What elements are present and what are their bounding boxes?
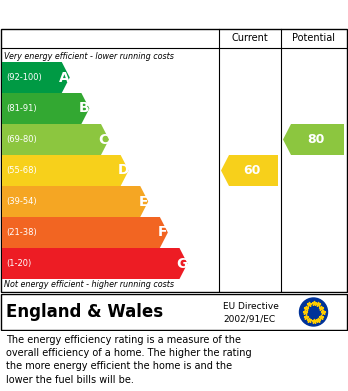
Polygon shape	[2, 124, 109, 155]
Text: Not energy efficient - higher running costs: Not energy efficient - higher running co…	[4, 280, 174, 289]
Text: (81-91): (81-91)	[6, 104, 37, 113]
Text: (39-54): (39-54)	[6, 197, 37, 206]
Polygon shape	[283, 124, 344, 155]
Text: (21-38): (21-38)	[6, 228, 37, 237]
Text: C: C	[99, 133, 109, 147]
Polygon shape	[2, 93, 89, 124]
Text: Potential: Potential	[292, 33, 335, 43]
Text: G: G	[176, 256, 188, 271]
Circle shape	[300, 298, 327, 326]
Polygon shape	[221, 155, 278, 186]
Text: Energy Efficiency Rating: Energy Efficiency Rating	[10, 7, 220, 22]
Polygon shape	[2, 155, 129, 186]
Text: (92-100): (92-100)	[6, 73, 42, 82]
Polygon shape	[2, 186, 148, 217]
Text: E: E	[138, 194, 148, 208]
Text: 80: 80	[307, 133, 324, 146]
Text: A: A	[59, 70, 70, 84]
Text: (1-20): (1-20)	[6, 259, 31, 268]
Text: (69-80): (69-80)	[6, 135, 37, 144]
Text: (55-68): (55-68)	[6, 166, 37, 175]
Text: Current: Current	[231, 33, 268, 43]
Text: B: B	[79, 102, 89, 115]
Text: 60: 60	[243, 164, 260, 177]
Text: D: D	[118, 163, 129, 178]
Text: EU Directive: EU Directive	[223, 302, 279, 311]
Text: Very energy efficient - lower running costs: Very energy efficient - lower running co…	[4, 52, 174, 61]
Text: The energy efficiency rating is a measure of the
overall efficiency of a home. T: The energy efficiency rating is a measur…	[6, 335, 252, 385]
Text: 2002/91/EC: 2002/91/EC	[223, 314, 275, 323]
Polygon shape	[2, 248, 188, 279]
Polygon shape	[2, 62, 70, 93]
Text: F: F	[158, 226, 167, 240]
Polygon shape	[2, 217, 168, 248]
Text: England & Wales: England & Wales	[6, 303, 163, 321]
